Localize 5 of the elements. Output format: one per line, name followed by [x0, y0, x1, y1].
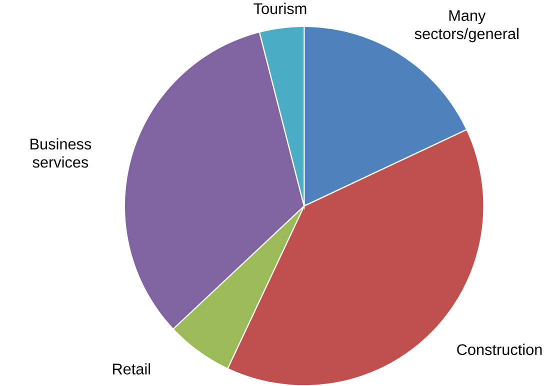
slice-label: Many sectors/general [414, 10, 518, 42]
slice-label: Business services [30, 138, 92, 168]
slice-label: Construction [457, 344, 542, 355]
slice-label: Retail [113, 363, 150, 374]
slice-label: Tourism [254, 2, 306, 14]
